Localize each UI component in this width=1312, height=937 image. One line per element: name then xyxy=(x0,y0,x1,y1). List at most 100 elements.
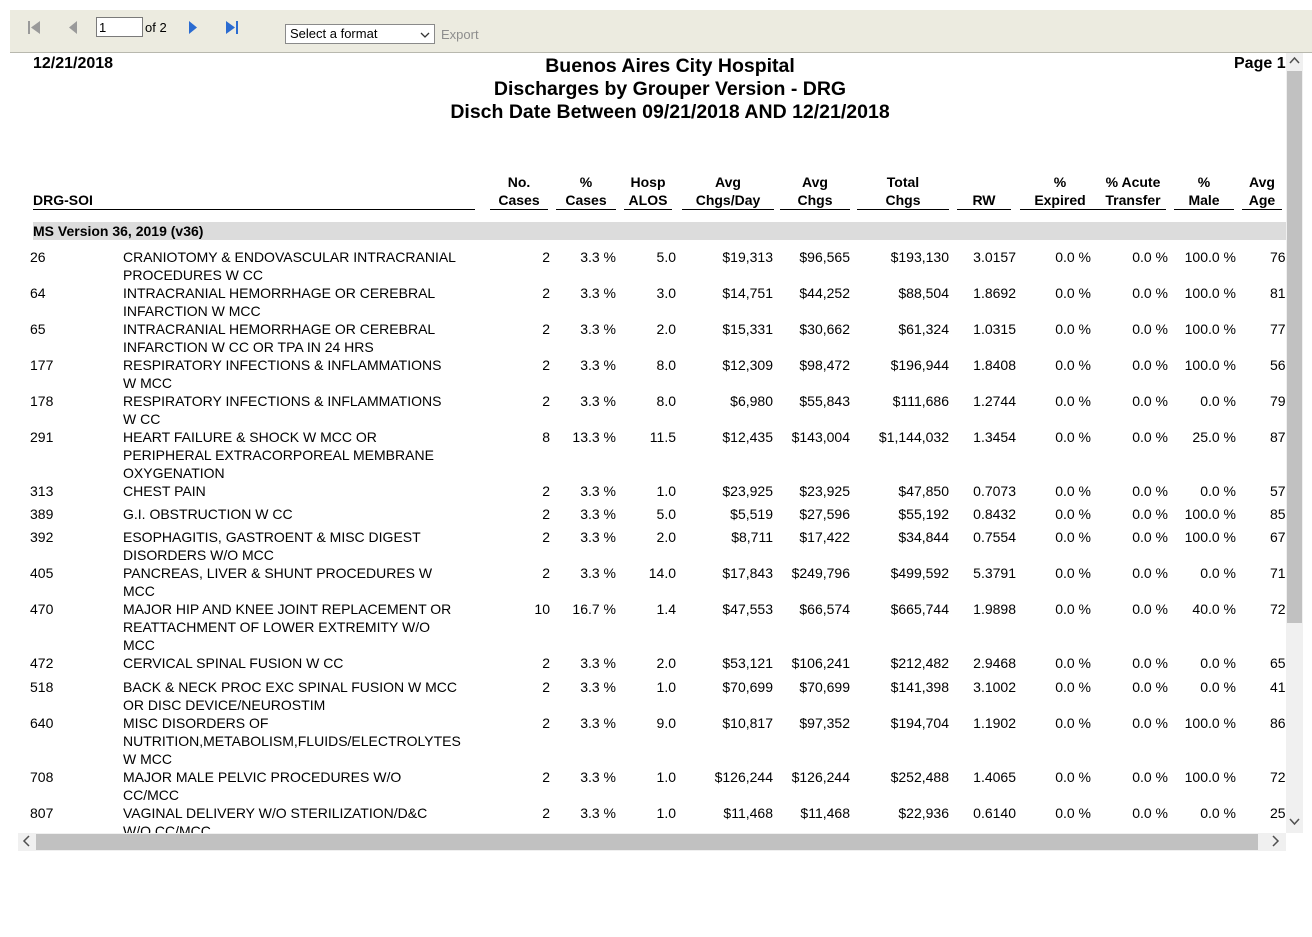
cell-tot: $1,144,032 xyxy=(878,429,949,445)
drg-code: 291 xyxy=(30,429,54,445)
cell-avg: $66,574 xyxy=(799,601,850,617)
cell-cases: 2 xyxy=(542,805,550,821)
cell-alos: 1.0 xyxy=(656,679,676,695)
cell-exp: 0.0 % xyxy=(1055,679,1091,695)
export-format-select[interactable]: Select a format xyxy=(285,24,435,44)
cell-avg: $143,004 xyxy=(791,429,850,445)
cell-tot: $499,592 xyxy=(890,565,949,581)
column-header-pct-expired: % Expired xyxy=(1020,173,1100,210)
cell-cpd: $6,980 xyxy=(730,393,773,409)
cell-tot: $55,192 xyxy=(898,506,949,522)
cell-pct: 13.3 % xyxy=(572,429,616,445)
cell-pct: 3.3 % xyxy=(580,506,616,522)
cell-age: 87 xyxy=(1270,429,1286,445)
cell-rw: 1.9898 xyxy=(973,601,1016,617)
drg-description: ESOPHAGITIS, GASTROENT & MISC DIGEST DIS… xyxy=(123,529,421,563)
cell-age: 56 xyxy=(1270,357,1286,373)
vertical-scrollbar[interactable] xyxy=(1286,53,1303,833)
horizontal-scrollbar[interactable] xyxy=(18,833,1286,851)
report-date-range: Disch Date Between 09/21/2018 AND 12/21/… xyxy=(450,101,890,123)
scroll-left-icon[interactable] xyxy=(22,835,32,850)
cell-tot: $196,944 xyxy=(890,357,949,373)
drg-code: 64 xyxy=(30,285,46,301)
page-count-label: of 2 xyxy=(145,20,167,35)
cell-alos: 1.0 xyxy=(656,769,676,785)
cell-cpd: $12,435 xyxy=(722,429,773,445)
cell-exp: 0.0 % xyxy=(1055,529,1091,545)
cell-male: 100.0 % xyxy=(1184,506,1236,522)
cell-acu: 0.0 % xyxy=(1132,679,1168,695)
cell-pct: 3.3 % xyxy=(580,715,616,731)
cell-tot: $61,324 xyxy=(898,321,949,337)
last-page-icon[interactable] xyxy=(223,18,241,38)
scroll-down-icon[interactable] xyxy=(1289,815,1300,829)
column-header-drg-soi: DRG-SOI xyxy=(33,191,475,210)
column-header-pct-cases: % Cases xyxy=(556,173,616,210)
cell-acu: 0.0 % xyxy=(1132,321,1168,337)
cell-acu: 0.0 % xyxy=(1132,483,1168,499)
cell-cpd: $17,843 xyxy=(722,565,773,581)
drg-code: 518 xyxy=(30,679,54,695)
chevron-down-icon xyxy=(420,28,430,43)
cell-alos: 11.5 xyxy=(649,429,676,445)
cell-rw: 1.2744 xyxy=(973,393,1016,409)
cell-rw: 1.8692 xyxy=(973,285,1016,301)
export-format-value: Select a format xyxy=(290,26,378,41)
column-header-total-chgs: Total Chgs xyxy=(857,173,949,210)
first-page-icon[interactable] xyxy=(26,18,44,38)
cell-age: 85 xyxy=(1270,506,1286,522)
drg-description: CERVICAL SPINAL FUSION W CC xyxy=(123,655,344,671)
cell-alos: 14.0 xyxy=(648,565,676,581)
report-date: 12/21/2018 xyxy=(33,55,114,72)
scroll-right-icon[interactable] xyxy=(1270,835,1280,850)
cell-male: 100.0 % xyxy=(1184,529,1236,545)
cell-alos: 1.4 xyxy=(656,601,676,617)
cell-alos: 3.0 xyxy=(656,285,676,301)
cell-cases: 2 xyxy=(542,679,550,695)
cell-cpd: $14,751 xyxy=(722,285,773,301)
previous-page-icon[interactable] xyxy=(65,18,83,38)
cell-acu: 0.0 % xyxy=(1132,393,1168,409)
cell-exp: 0.0 % xyxy=(1055,565,1091,581)
cell-age: 86 xyxy=(1270,715,1286,731)
cell-exp: 0.0 % xyxy=(1055,249,1091,265)
cell-exp: 0.0 % xyxy=(1055,506,1091,522)
column-header-no-cases: No. Cases xyxy=(490,173,548,210)
cell-age: 72 xyxy=(1270,769,1286,785)
cell-pct: 3.3 % xyxy=(580,249,616,265)
cell-avg: $27,596 xyxy=(799,506,850,522)
cell-alos: 8.0 xyxy=(656,393,676,409)
drg-code: 389 xyxy=(30,506,54,522)
cell-tot: $194,704 xyxy=(890,715,949,731)
cell-male: 100.0 % xyxy=(1184,249,1236,265)
cell-avg: $106,241 xyxy=(791,655,850,671)
drg-description: VAGINAL DELIVERY W/O STERILIZATION/D&C W… xyxy=(123,805,428,833)
cell-rw: 1.1902 xyxy=(973,715,1016,731)
scroll-up-icon[interactable] xyxy=(1289,55,1300,69)
cell-exp: 0.0 % xyxy=(1055,715,1091,731)
cell-age: 81 xyxy=(1270,285,1286,301)
cell-acu: 0.0 % xyxy=(1132,357,1168,373)
page-number-input[interactable] xyxy=(96,17,143,37)
cell-cases: 8 xyxy=(542,429,550,445)
next-page-icon[interactable] xyxy=(184,18,202,38)
cell-pct: 3.3 % xyxy=(580,393,616,409)
cell-rw: 0.7073 xyxy=(973,483,1016,499)
horizontal-scroll-thumb[interactable] xyxy=(36,834,1258,850)
cell-acu: 0.0 % xyxy=(1132,655,1168,671)
drg-description: MISC DISORDERS OF NUTRITION,METABOLISM,F… xyxy=(123,715,461,767)
cell-age: 57 xyxy=(1270,483,1286,499)
cell-age: 71 xyxy=(1270,565,1286,581)
cell-cases: 2 xyxy=(542,655,550,671)
cell-cases: 2 xyxy=(542,249,550,265)
cell-alos: 2.0 xyxy=(656,321,676,337)
cell-pct: 3.3 % xyxy=(580,565,616,581)
export-link[interactable]: Export xyxy=(441,27,479,42)
cell-pct: 3.3 % xyxy=(580,285,616,301)
cell-avg: $23,925 xyxy=(799,483,850,499)
cell-age: 41 xyxy=(1270,679,1286,695)
vertical-scroll-thumb[interactable] xyxy=(1287,71,1302,623)
cell-acu: 0.0 % xyxy=(1132,805,1168,821)
cell-cpd: $15,331 xyxy=(722,321,773,337)
cell-avg: $55,843 xyxy=(799,393,850,409)
